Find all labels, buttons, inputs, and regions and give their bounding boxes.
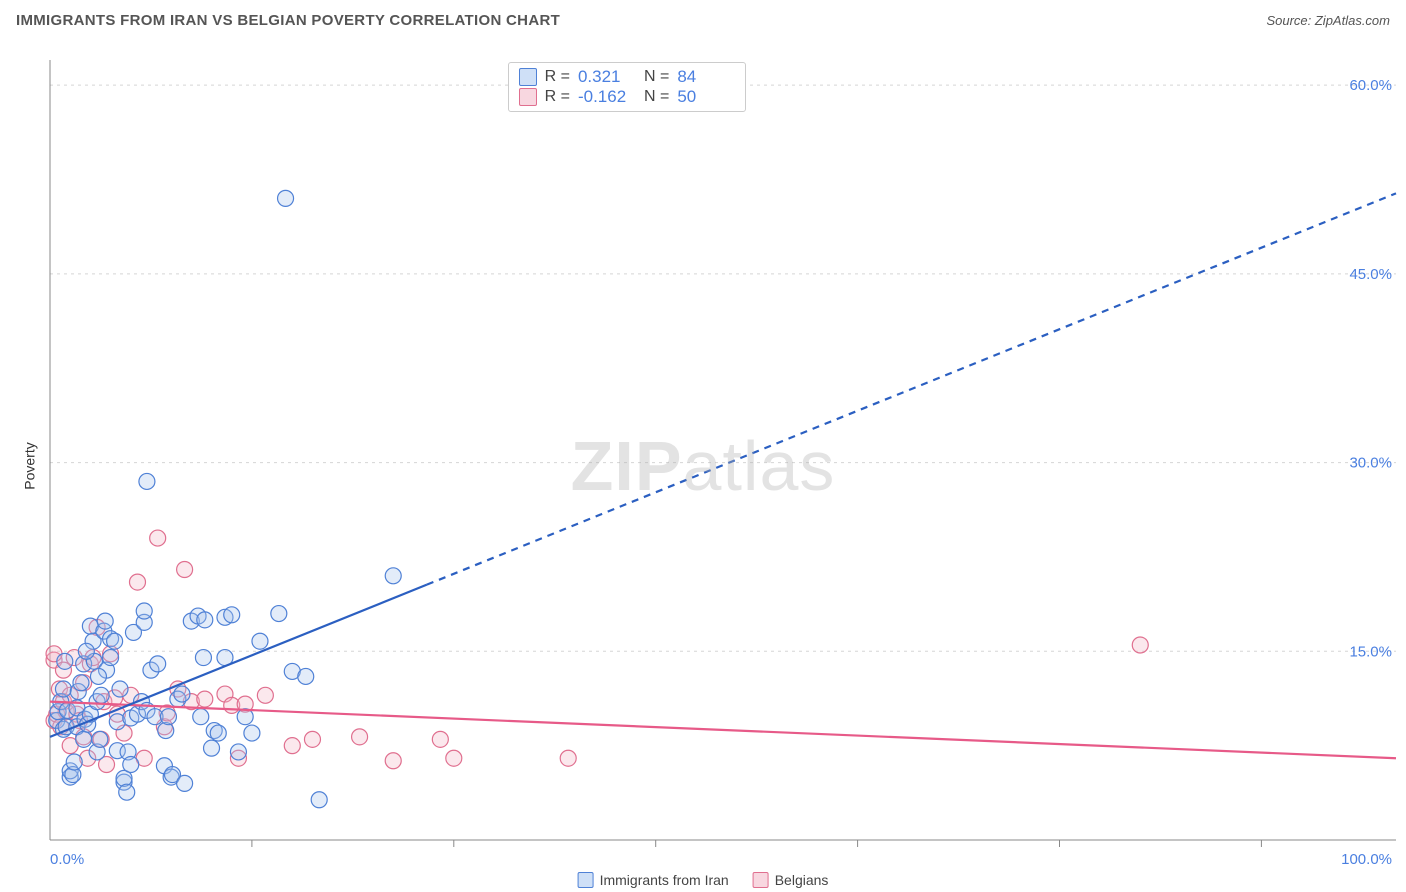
legend-swatch-icon bbox=[753, 872, 769, 888]
source-name: ZipAtlas.com bbox=[1315, 13, 1390, 28]
stats-r-label: R = bbox=[545, 68, 570, 86]
stats-n-value: 84 bbox=[677, 67, 735, 87]
stats-swatch-icon bbox=[519, 88, 537, 106]
stats-n-value: 50 bbox=[677, 87, 735, 107]
stats-r-label: R = bbox=[545, 88, 570, 106]
legend-item-belgians: Belgians bbox=[753, 872, 829, 888]
scatter-chart: 15.0% 30.0% 45.0% 60.0% 0.0% 100.0% bbox=[0, 40, 1406, 892]
svg-text:0.0%: 0.0% bbox=[50, 851, 84, 868]
series-legend: Immigrants from Iran Belgians bbox=[578, 872, 829, 888]
svg-text:30.0%: 30.0% bbox=[1349, 455, 1392, 472]
stats-legend-row: R = -0.162 N = 50 bbox=[519, 87, 736, 107]
stats-r-value: -0.162 bbox=[578, 87, 636, 107]
svg-text:60.0%: 60.0% bbox=[1349, 77, 1392, 94]
legend-label: Belgians bbox=[775, 872, 829, 888]
chart-title: IMMIGRANTS FROM IRAN VS BELGIAN POVERTY … bbox=[16, 12, 560, 29]
legend-item-iran: Immigrants from Iran bbox=[578, 872, 729, 888]
chart-source: Source: ZipAtlas.com bbox=[1266, 13, 1390, 28]
svg-text:45.0%: 45.0% bbox=[1349, 266, 1392, 283]
svg-text:100.0%: 100.0% bbox=[1341, 851, 1392, 868]
stats-legend-row: R = 0.321 N = 84 bbox=[519, 67, 736, 87]
legend-label: Immigrants from Iran bbox=[600, 872, 729, 888]
stats-r-value: 0.321 bbox=[578, 67, 636, 87]
source-prefix: Source: bbox=[1266, 13, 1314, 28]
svg-text:15.0%: 15.0% bbox=[1349, 643, 1392, 660]
stats-n-label: N = bbox=[644, 68, 669, 86]
chart-header: IMMIGRANTS FROM IRAN VS BELGIAN POVERTY … bbox=[0, 0, 1406, 40]
y-axis-label: Poverty bbox=[22, 442, 38, 489]
stats-swatch-icon bbox=[519, 68, 537, 86]
stats-legend: R = 0.321 N = 84 R = -0.162 N = 50 bbox=[508, 62, 747, 112]
stats-n-label: N = bbox=[644, 88, 669, 106]
legend-swatch-icon bbox=[578, 872, 594, 888]
chart-container: Poverty ZIPatlas 15.0%30.0%45.0%60.0%0.0… bbox=[0, 40, 1406, 892]
